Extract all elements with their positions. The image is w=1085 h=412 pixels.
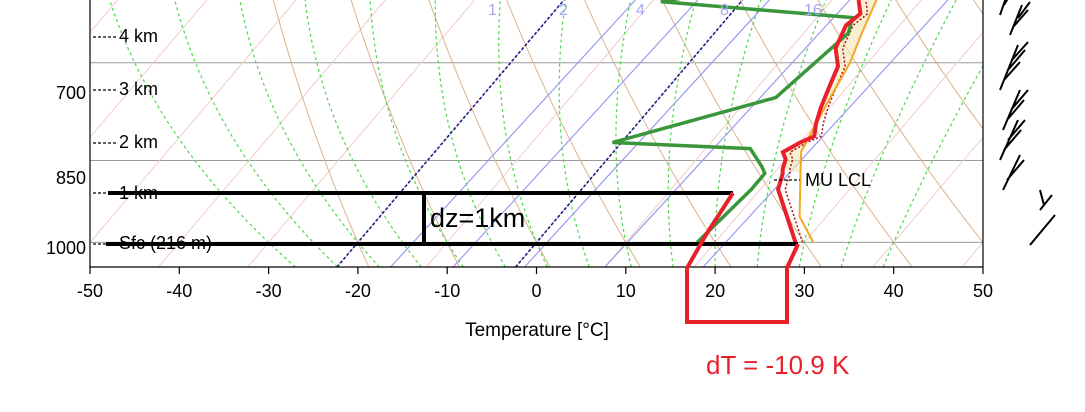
dry-adiabat-line — [973, 0, 983, 15]
x-tick-label: -30 — [256, 281, 282, 301]
moist-adiabat-line — [615, 0, 632, 267]
dry-adiabat-line — [739, 0, 913, 267]
x-tick-label: -40 — [166, 281, 192, 301]
wind-barb-icon — [1002, 89, 1029, 131]
dT-label: dT = -10.9 K — [706, 350, 850, 380]
moist-adiabat-line — [667, 0, 697, 267]
wind-barb-icon — [1039, 189, 1053, 211]
lcl-label: MU LCL — [805, 170, 871, 190]
dry-adiabat-line — [895, 0, 983, 130]
isotherm-line — [1051, 0, 1085, 267]
isotherm-line — [90, 0, 297, 244]
dry-adiabat-line — [272, 0, 370, 267]
dry-adiabat-line — [1041, 0, 1085, 267]
moist-adiabat-line — [369, 0, 464, 267]
mixing-ratio-labels: 1 2 4 8 16 — [488, 2, 822, 19]
mixing-ratio-line — [702, 0, 949, 267]
dz-annotation: dz=1km — [106, 191, 798, 246]
moist-adiabat-line — [840, 0, 957, 267]
dry-adiabat-line — [350, 0, 460, 267]
wind-barb-icon — [999, 41, 1029, 91]
pressure-label-1000: 1000 — [46, 238, 86, 258]
mixing-ratio-label-1: 1 — [488, 2, 497, 19]
mixing-ratio-line — [604, 0, 851, 267]
x-tick-label: -10 — [434, 281, 460, 301]
dry-adiabat-line — [428, 0, 551, 267]
isotherm-line — [783, 31, 983, 267]
mixing-ratio-label-16: 16 — [804, 2, 822, 19]
isotherm-line — [158, 0, 386, 267]
moist-adiabat-line — [434, 0, 506, 267]
isotherm-line — [0, 0, 28, 267]
height-label-2km: 2 km — [119, 132, 158, 152]
wind-barb-icon — [999, 119, 1026, 161]
x-axis-label: Temperature [°C] — [465, 320, 609, 341]
virtual-temperature-line — [784, 0, 869, 243]
isotherm-line — [693, 0, 922, 267]
isotherm-line — [425, 0, 654, 267]
isotherm-line — [872, 136, 983, 267]
dT-bracket — [685, 191, 800, 324]
mixing-ratio-label-8: 8 — [720, 2, 729, 19]
x-tick-label: 30 — [794, 281, 814, 301]
pressure-tick-labels: 700 850 1000 — [46, 83, 86, 258]
x-axis-ticks: -50 -40 -30 -20 -10 0 10 20 30 40 50 — [77, 267, 993, 301]
temperature-line — [776, 0, 863, 244]
moist-adiabat-line — [498, 0, 548, 267]
x-tick-label: 40 — [884, 281, 904, 301]
moist-adiabat-line — [109, 0, 296, 267]
x-tick-label: 50 — [973, 281, 993, 301]
sounding-series — [612, 0, 878, 244]
moist-adiabat-line — [882, 64, 983, 267]
height-label-4km: 4 km — [119, 26, 158, 46]
reference-dotted-line — [336, 0, 565, 267]
x-tick-label: 20 — [705, 281, 725, 301]
moist-adiabat-line — [756, 0, 827, 267]
wind-barb-icon — [999, 0, 1009, 16]
dz-label: dz=1km — [430, 203, 525, 233]
moist-adiabat-line — [558, 0, 590, 267]
x-tick-label: -50 — [77, 281, 103, 301]
pressure-label-850: 850 — [56, 168, 86, 188]
pressure-label-700: 700 — [56, 83, 86, 103]
isotherm-line — [961, 241, 983, 267]
moist-adiabat-line — [304, 0, 422, 267]
mixing-ratio-line — [390, 0, 636, 267]
wind-barb-icon — [1009, 1, 1031, 36]
wind-barb-icon — [1029, 214, 1056, 246]
dry-adiabat-line — [661, 0, 822, 267]
isotherm-line — [90, 0, 208, 139]
dT-bracket-line — [685, 191, 800, 324]
wind-barbs — [999, 0, 1056, 246]
moist-adiabat-line — [714, 0, 762, 267]
mixing-ratio-label-2: 2 — [559, 2, 568, 19]
isotherm-line — [604, 0, 833, 267]
isotherm-line — [90, 0, 118, 34]
x-tick-label: -20 — [345, 281, 371, 301]
moist-adiabat-line — [239, 0, 380, 267]
wind-barb-icon — [1002, 154, 1025, 191]
mixing-ratio-label-4: 4 — [636, 2, 645, 19]
reference-dotted-line — [515, 0, 744, 267]
mixing-ratio-line — [452, 0, 699, 267]
height-label-3km: 3 km — [119, 79, 158, 99]
x-tick-label: 10 — [616, 281, 636, 301]
moist-adiabat-line — [174, 0, 338, 267]
lcl-marker: MU LCL — [774, 170, 871, 190]
x-tick-label: 0 — [531, 281, 541, 301]
background-lines — [0, 0, 1085, 267]
dewpoint-line — [612, 0, 855, 244]
